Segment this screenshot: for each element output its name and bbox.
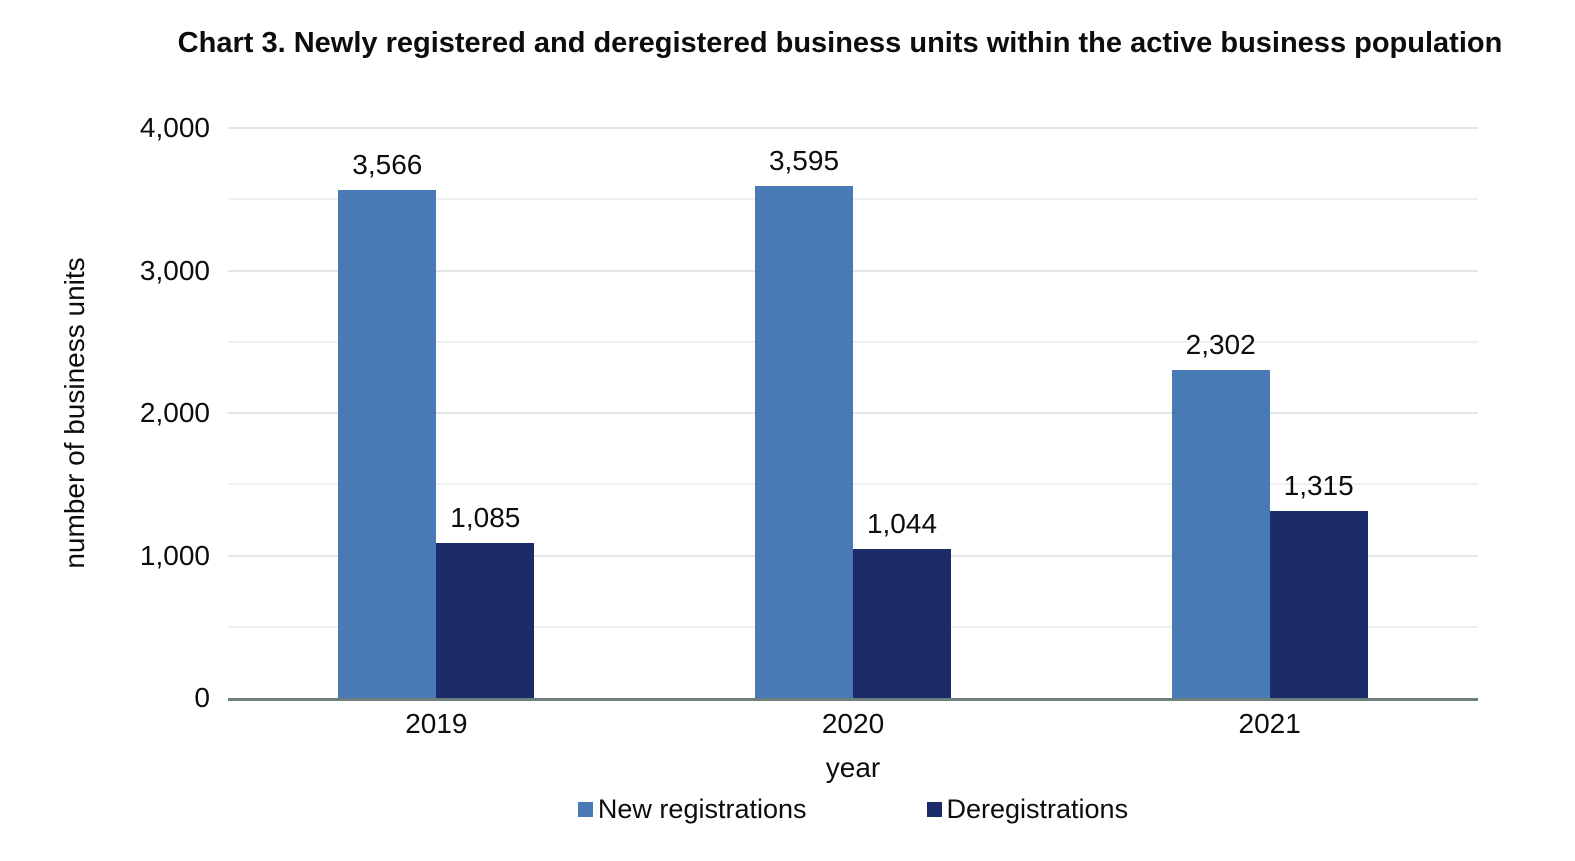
bar-new-registrations-2019 [338,189,437,698]
chart-title: Chart 3. Newly registered and deregister… [177,27,1503,59]
bar-new-registrations-2021 [1171,369,1270,698]
x-axis-labels: 2019 2020 2021 [228,708,1478,740]
gridline [228,412,1478,414]
x-axis-title: year [825,752,881,783]
bar-value-label: 1,044 [866,508,938,540]
legend-label: New registrations [597,794,807,824]
y-tick-label: 2,000 [139,397,210,428]
bar-stack: 1,315 [1269,128,1368,698]
bar-stack: 1,085 [436,128,535,698]
bar-value-label: 3,566 [352,148,423,180]
gridline [228,269,1478,272]
y-axis-ticks: 0 1,000 2,000 3,000 4,000 [80,112,210,713]
bar-deregistrations-2021 [1269,510,1368,698]
bar-group-2021: 2,302 1,315 [1061,128,1478,698]
y-tick-label: 4,000 [139,112,210,143]
bars-layer: 3,566 1,085 3,595 1,044 2,302 1,315 [228,128,1478,698]
legend-label: Deregistrations [946,794,1129,824]
bar-deregistrations-2019 [436,543,535,698]
gridline [228,483,1478,486]
bar-stack: 3,566 [338,128,437,698]
x-tick-label-2019: 2019 [405,708,468,739]
bar-value-label: 3,595 [768,144,840,176]
bar-stack: 2,302 [1171,128,1270,698]
y-tick-label: 1,000 [139,539,210,571]
gridline [228,198,1478,201]
bar-new-registrations-2020 [755,185,853,698]
x-tick-label-2021: 2021 [1238,708,1301,739]
bar-deregistrations-2020 [853,549,951,698]
legend: New registrations Deregistrations [228,794,1478,825]
gridline [228,127,1478,129]
bar-group-2019: 3,566 1,085 [228,128,645,698]
legend-item-deregistrations: Deregistrations [926,794,1129,825]
legend-swatch-icon [926,802,942,817]
y-tick-label: 0 [194,682,210,713]
gridline [228,340,1478,343]
bar-group-2020: 3,595 1,044 [645,128,1062,698]
bar-value-label: 2,302 [1185,328,1256,360]
x-tick-label-2020: 2020 [821,708,885,739]
bar-value-label: 1,315 [1283,469,1354,501]
legend-item-new-registrations: New registrations [577,794,807,825]
plot-area: 3,566 1,085 3,595 1,044 2,302 1,315 [228,127,1478,701]
bar-stack: 1,044 [853,128,951,698]
legend-swatch-icon [577,802,593,817]
bar-stack: 3,595 [755,128,853,698]
bar-value-label: 1,085 [450,502,521,534]
y-tick-label: 3,000 [139,254,210,286]
